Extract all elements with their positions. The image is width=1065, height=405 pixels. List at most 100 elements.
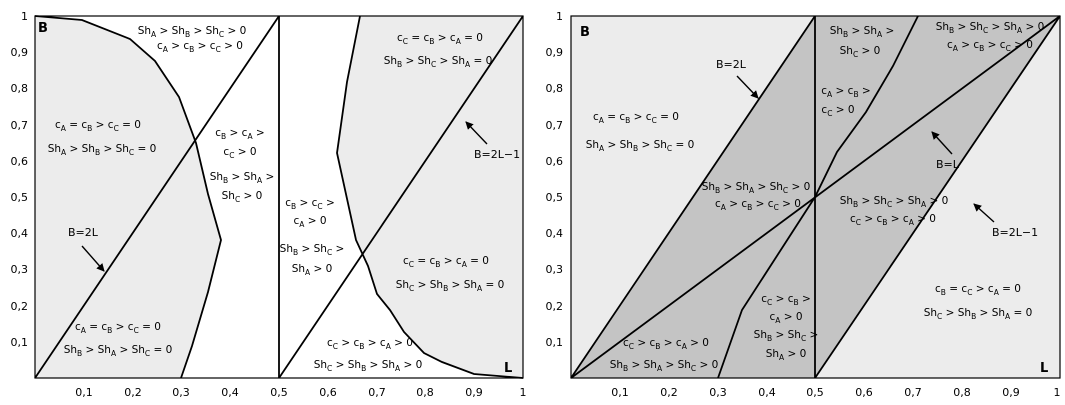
right-ytick-02: 0,2 (546, 300, 564, 313)
right-label-ll-1: cC > cB > cA > 0 (623, 337, 709, 351)
right-label-low-1: cC > cB > (761, 293, 811, 307)
right-x-ticks: 0,1 0,2 0,3 0,4 0,5 0,6 0,7 0,8 0,9 1 (611, 386, 1060, 399)
right-callout-b2l: B=2L (716, 58, 759, 99)
right-callout-b2l-arrow (736, 75, 759, 99)
right-label-low-3: ShB > ShC > (754, 329, 819, 343)
right-label-low-4: ShA > 0 (766, 348, 807, 362)
left-xtick-1: 1 (520, 386, 527, 399)
left-label-mid-4: ShC > 0 (222, 190, 263, 204)
right-label-top-2: ShC > 0 (840, 45, 881, 59)
left-xtick-05: 0,5 (270, 386, 288, 399)
right-xtick-1: 1 (1054, 386, 1061, 399)
left-y-ticks: 1 0,9 0,8 0,7 0,6 0,5 0,4 0,3 0,2 0,1 (11, 10, 29, 349)
left-boundary-curve-1 (34, 15, 222, 379)
right-line-b2l (570, 15, 816, 379)
right-xtick-01: 0,1 (611, 386, 629, 399)
left-label-bc-1: cB > cC > (285, 197, 335, 211)
left-x-ticks: 0,1 0,2 0,3 0,4 0,5 0,6 0,7 0,8 0,9 1 (75, 386, 526, 399)
right-callout-b2l1-label: B=2L−1 (992, 226, 1038, 239)
right-label-center-2: cA > cB > cC > 0 (715, 198, 801, 212)
left-xtick-09: 0,9 (465, 386, 483, 399)
right-region-labels: cA = cB > cC = 0 ShA > ShB > ShC = 0 ShB… (586, 21, 1045, 373)
left-label-top-1: ShA > ShB > ShC > 0 (138, 25, 247, 39)
left-region-shaded-a (35, 16, 221, 378)
right-callout-bl-label: B=L (936, 158, 960, 171)
right-callout-b2l-label: B=2L (716, 58, 747, 71)
left-label-bottom-2: ShB > ShA > ShC = 0 (64, 344, 173, 358)
left-label-a-2: ShA > ShB > ShC = 0 (48, 143, 157, 157)
right-label-lr-1: cB = cC > cA = 0 (935, 283, 1021, 297)
left-label-a-1: cA = cB > cC = 0 (55, 119, 141, 133)
left-label-c-1: cC = cB > cA = 0 (397, 32, 483, 46)
right-xtick-09: 0,9 (1002, 386, 1020, 399)
left-line-b2l1 (278, 15, 524, 379)
right-ytick-07: 0,7 (546, 119, 564, 132)
left-xtick-04: 0,4 (221, 386, 239, 399)
left-callout-b2l1: B=2L−1 (465, 121, 520, 161)
right-callout-b2l1: B=2L−1 (973, 203, 1038, 239)
left-ytick-06: 0,6 (11, 155, 29, 168)
left-label-bc-3: ShB > ShC > (280, 243, 345, 257)
left-label-bottom-1: cA = cB > cC = 0 (75, 321, 161, 335)
right-ytick-08: 0,8 (546, 82, 564, 95)
left-ytick-07: 0,7 (11, 119, 29, 132)
left-label-top-2: cA > cB > cC > 0 (157, 40, 243, 54)
right-callout-bl: B=L (931, 131, 960, 171)
right-xtick-06: 0,6 (855, 386, 873, 399)
left-label-mid-3: ShB > ShA > (210, 171, 275, 185)
left-callout-b2l1-label: B=2L−1 (474, 148, 520, 161)
left-ytick-1: 1 (21, 10, 28, 23)
left-label-c2-1: cC = cB > cA = 0 (403, 255, 489, 269)
right-corner-l: L (1040, 361, 1048, 376)
left-xtick-03: 0,3 (172, 386, 190, 399)
right-xtick-03: 0,3 (709, 386, 727, 399)
left-label-bc-2: cA > 0 (293, 215, 326, 229)
right-label-ur-2: cA > cB > cC > 0 (947, 39, 1033, 53)
right-label-low-2: cA > 0 (769, 311, 802, 325)
left-line-b2l (34, 15, 280, 379)
right-corner-b: B (580, 25, 590, 40)
left-region-shaded-c (337, 16, 523, 378)
left-ytick-04: 0,4 (11, 227, 29, 240)
right-boundary-curve (717, 15, 919, 379)
right-y-ticks: 1 0,9 0,8 0,7 0,6 0,5 0,4 0,3 0,2 0,1 (546, 10, 564, 349)
right-label-top-4: cC > 0 (821, 104, 854, 118)
left-xtick-01: 0,1 (75, 386, 93, 399)
right-ytick-05: 0,5 (546, 191, 564, 204)
left-label-cba-1: cC > cB > cA > 0 (327, 337, 413, 351)
right-callout-b2l1-arrow (973, 203, 995, 223)
right-ytick-1: 1 (556, 10, 563, 23)
right-xtick-08: 0,8 (953, 386, 971, 399)
left-label-mid-2: cC > 0 (223, 146, 256, 160)
right-ytick-06: 0,6 (546, 155, 564, 168)
right-line-b2l1 (814, 15, 1061, 379)
right-panel: B L 1 0,9 0,8 0,7 0,6 0,5 0,4 0,3 0,2 0,… (546, 10, 1061, 399)
left-corner-l: L (504, 361, 512, 376)
left-callout-b2l: B=2L (68, 226, 105, 272)
right-xtick-07: 0,7 (904, 386, 922, 399)
left-corner-b: B (38, 21, 48, 36)
left-ytick-08: 0,8 (11, 82, 29, 95)
left-boundary-curve-2 (336, 15, 524, 379)
right-label-mid-2: cC > cB > cA > 0 (850, 213, 936, 227)
left-ytick-01: 0,1 (11, 336, 29, 349)
right-callout-bl-arrow (931, 131, 953, 155)
left-ytick-02: 0,2 (11, 300, 29, 313)
left-xtick-07: 0,7 (368, 386, 386, 399)
left-xtick-02: 0,2 (124, 386, 142, 399)
left-callout-b2l1-arrow (465, 121, 488, 145)
left-callout-b2l-label: B=2L (68, 226, 99, 239)
left-label-mid-1: cB > cA > (215, 127, 264, 141)
right-ytick-09: 0,9 (546, 46, 564, 59)
left-xtick-06: 0,6 (319, 386, 337, 399)
left-region-labels: ShA > ShB > ShC > 0 cA > cB > cC > 0 cA … (48, 25, 505, 373)
right-label-ll-2: ShB > ShA > ShC > 0 (610, 359, 719, 373)
right-label-a-1: cA = cB > cC = 0 (593, 111, 679, 125)
left-ytick-03: 0,3 (11, 263, 29, 276)
right-xtick-04: 0,4 (758, 386, 776, 399)
right-label-top-1: ShB > ShA > (830, 25, 895, 39)
right-label-top-3: cA > cB > (821, 85, 870, 99)
left-label-cba-2: ShC > ShB > ShA > 0 (314, 359, 423, 373)
left-xtick-08: 0,8 (416, 386, 434, 399)
